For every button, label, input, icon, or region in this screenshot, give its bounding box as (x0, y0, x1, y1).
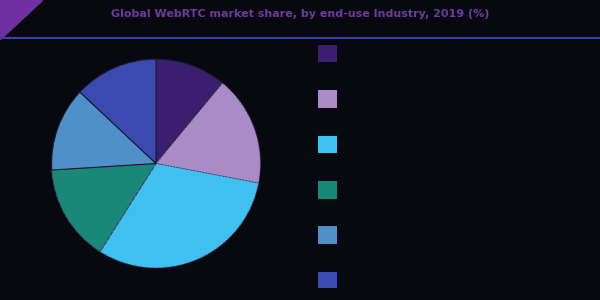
Wedge shape (156, 59, 223, 164)
Text: Global WebRTC market share, by end-use Industry, 2019 (%): Global WebRTC market share, by end-use I… (111, 9, 489, 19)
Bar (317, 90, 337, 108)
Wedge shape (52, 164, 156, 252)
Wedge shape (52, 92, 156, 170)
Bar (317, 181, 337, 199)
Wedge shape (156, 83, 260, 183)
Bar (317, 45, 337, 62)
Polygon shape (0, 0, 42, 39)
Wedge shape (100, 164, 259, 268)
Bar (317, 136, 337, 153)
Bar (317, 272, 337, 289)
Wedge shape (80, 59, 156, 164)
Bar (317, 226, 337, 244)
